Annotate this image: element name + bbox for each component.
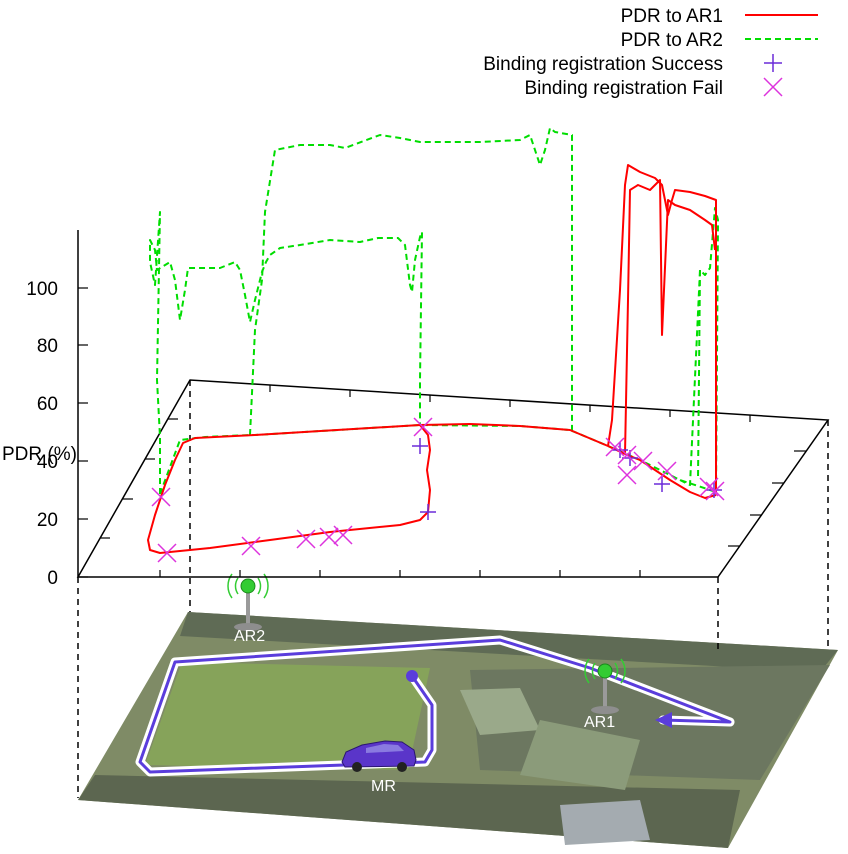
fail-marker [605,437,625,457]
y-axis [77,230,88,578]
plane-ticks [100,385,806,577]
markers-success [412,438,722,520]
legend-label-fail: Binding registration Fail [524,78,723,99]
mr-label: MR [371,778,396,795]
ar2-label: AR2 [234,628,265,645]
success-marker [612,442,628,458]
fail-marker [617,445,637,465]
car-icon [341,740,417,772]
fail-marker [151,487,171,507]
y-tick-label: 0 [47,568,58,589]
map-building-roof-1 [460,688,540,735]
success-marker [420,504,436,520]
base-plane [76,379,830,578]
fail-marker [157,543,177,563]
fail-marker [617,465,637,485]
legend-marker-success [764,54,782,72]
fail-marker [633,451,653,471]
series-pdr-ar1 [147,164,717,554]
legend-label-success: Binding registration Success [483,54,723,75]
fail-marker [333,525,353,545]
fail-marker [657,461,677,481]
y-tick-label: 100 [26,279,58,300]
y-tick-label: 60 [37,394,58,415]
route-arrow-icon [655,712,672,728]
ar1-near-ar1-trace-2 [624,179,716,455]
ar2-top-trace [249,127,573,436]
fail-marker [296,529,316,549]
projection-lines [77,380,829,798]
success-marker [412,438,428,454]
ar1-label: AR1 [584,714,615,731]
route-start-dot [406,670,418,682]
success-marker [654,476,670,492]
legend-marker-fail [763,77,783,97]
map-building-roof-3 [560,800,650,845]
fail-marker [241,536,261,556]
ar2-antenna-icon [227,573,269,631]
markers-fail [151,417,725,563]
aerial-map: AR2 AR1 MR [78,573,838,848]
y-tick-label: 20 [37,510,58,531]
y-tick-label: 80 [37,336,58,357]
ar1-antenna-icon [584,658,626,714]
fail-marker [413,417,433,437]
route-line [138,638,732,774]
series-pdr-ar2 [149,127,719,495]
map-building-roof-2 [520,720,640,790]
fail-marker [699,477,719,497]
y-axis-label: PDR (%) [2,444,77,465]
fail-marker [705,481,725,501]
ar2-upper-trace [149,211,423,494]
ar2-right-trace [679,207,719,493]
map-field [145,662,430,770]
legend-label-ar2: PDR to AR2 [621,30,723,51]
legend: PDR to AR1 PDR to AR2 Binding registrati… [483,6,818,99]
ar1-near-ar1-trace [607,164,717,492]
ar2-right-trace-2 [697,269,701,481]
y-tick-label: 40 [37,452,58,473]
ar1-bottom-return [624,453,717,499]
ar1-route-trace [147,423,626,554]
legend-label-ar1: PDR to AR1 [621,6,723,27]
